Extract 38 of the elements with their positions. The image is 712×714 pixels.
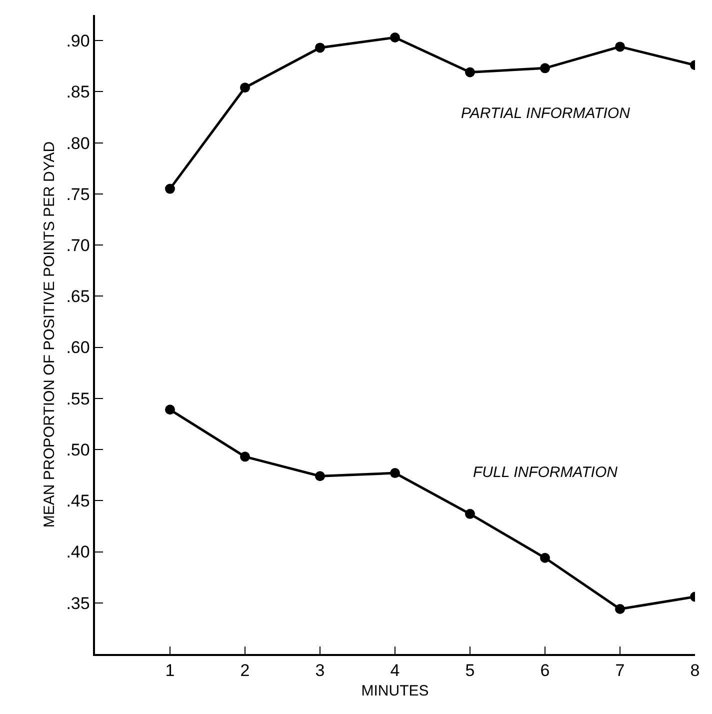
y-tick-label: .50 [66, 440, 90, 460]
x-tick-label: 1 [165, 661, 175, 680]
point [540, 552, 550, 563]
series-label: PARTIAL INFORMATION [461, 105, 630, 122]
y-tick-label: .90 [66, 32, 90, 51]
y-tick-label: .55 [66, 389, 90, 408]
x-tick-label: 8 [690, 661, 700, 680]
point [465, 508, 475, 519]
point [540, 63, 550, 74]
y-tick-label: .75 [66, 184, 90, 204]
y-tick-label: .40 [66, 542, 90, 562]
point [390, 32, 400, 42]
series-label: FULL INFORMATION [473, 464, 618, 481]
x-tick-label: 6 [540, 661, 550, 680]
y-tick-label: .60 [66, 338, 90, 358]
y-tick-label: .35 [66, 594, 90, 613]
point [165, 184, 175, 194]
y-axis-title: MEAN PROPORTION OF POSITIVE POINTS PER DYAD [40, 141, 58, 528]
y-tick-label: .70 [66, 236, 90, 255]
point [615, 42, 625, 52]
y-tick-label: .85 [66, 82, 90, 102]
x-tick-label: 4 [390, 661, 400, 680]
point [390, 468, 400, 478]
point [465, 67, 475, 78]
point [315, 471, 325, 482]
x-tick-label: 7 [615, 661, 625, 680]
x-tick-label: 2 [240, 661, 250, 680]
x-tick-label: 5 [465, 661, 475, 680]
x-tick-label: 3 [315, 661, 325, 680]
point [615, 604, 625, 614]
x-axis-title: MINUTES [361, 682, 429, 700]
y-tick-label: .65 [66, 287, 90, 306]
point [240, 452, 250, 462]
y-tick-label: .80 [66, 134, 90, 153]
point [240, 82, 250, 93]
point [315, 42, 325, 53]
y-tick-label: .45 [66, 492, 90, 511]
point [165, 404, 175, 415]
